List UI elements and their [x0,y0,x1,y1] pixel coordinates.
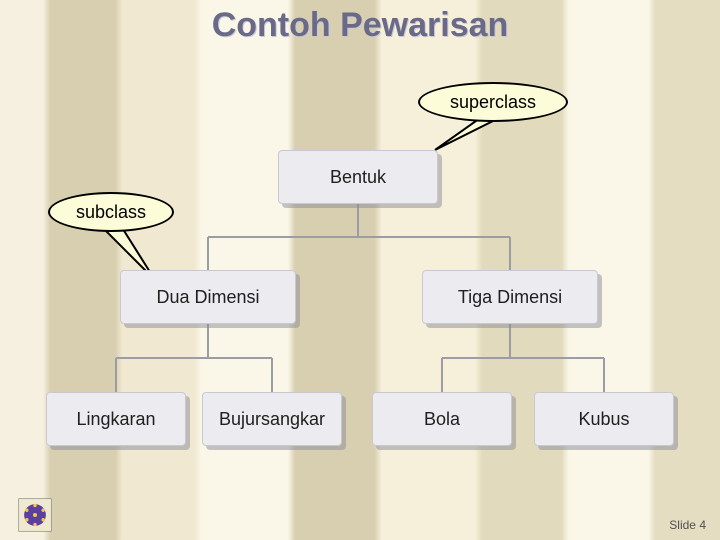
callout-label: superclass [450,92,536,113]
logo-icon [18,498,52,532]
node-lingkaran: Lingkaran [46,392,186,446]
node-label: Lingkaran [76,409,155,430]
node-bola: Bola [372,392,512,446]
node-label: Tiga Dimensi [458,287,562,308]
callout-subclass: subclass [48,192,174,232]
node-tiga-dimensi: Tiga Dimensi [422,270,598,324]
node-label: Bola [424,409,460,430]
node-kubus: Kubus [534,392,674,446]
callout-label: subclass [76,202,146,223]
node-bentuk: Bentuk [278,150,438,204]
node-label: Kubus [578,409,629,430]
node-label: Bentuk [330,167,386,188]
callout-superclass: superclass [418,82,568,122]
node-label: Dua Dimensi [156,287,259,308]
slide-number: Slide 4 [669,518,706,532]
node-bujursangkar: Bujursangkar [202,392,342,446]
tree-connectors [0,0,720,540]
node-label: Bujursangkar [219,409,325,430]
node-dua-dimensi: Dua Dimensi [120,270,296,324]
slide-title: Contoh Pewarisan [0,6,720,45]
